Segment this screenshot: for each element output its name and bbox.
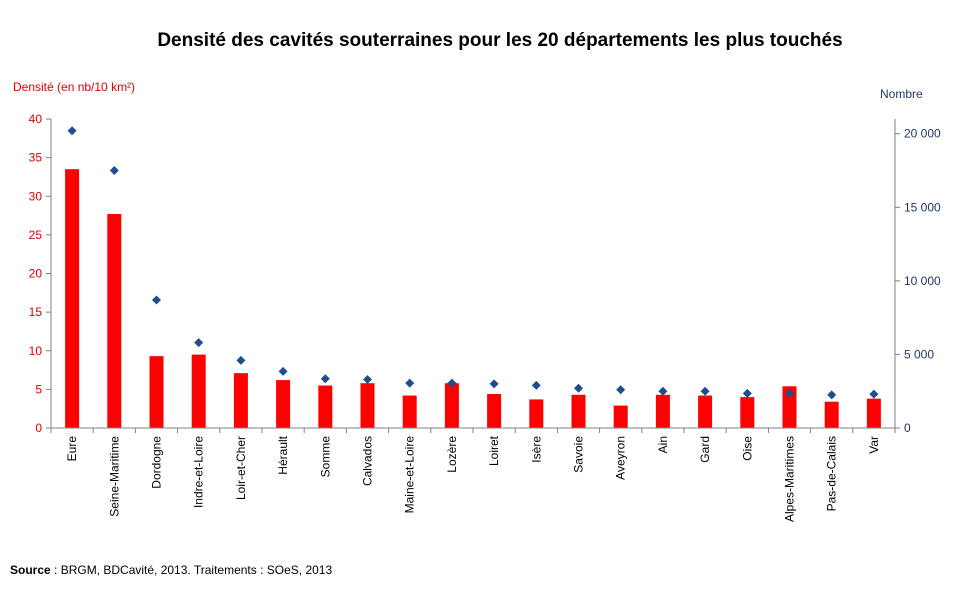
bar-series: [65, 169, 881, 428]
y-axis-left-label: Densité (en nb/10 km²): [13, 80, 135, 94]
scatter-point: [489, 379, 499, 389]
y-left-tick-label: 0: [35, 421, 42, 435]
scatter-point: [869, 389, 879, 399]
y-right-tick-label: 5 000: [904, 347, 934, 361]
y-left-tick-label: 20: [29, 267, 43, 281]
source-text: : BRGM, BDCavité, 2013. Traitements : SO…: [50, 563, 333, 577]
bar: [571, 394, 586, 428]
x-tick-label: Indre-et-Loire: [192, 436, 206, 508]
bar: [65, 169, 80, 428]
bar: [487, 394, 502, 428]
x-tick-label: Aveyron: [614, 436, 628, 480]
bar: [107, 214, 122, 428]
bar: [402, 395, 417, 428]
bar: [233, 373, 248, 428]
y-right-tick-label: 10 000: [904, 274, 941, 288]
x-tick-label: Ain: [656, 436, 670, 453]
y-axis-left: 0 5 10 15 20 25 30 35 40: [29, 112, 52, 435]
x-tick-label: Somme: [318, 436, 332, 478]
bar: [318, 385, 333, 428]
x-axis: Eure Seine-Maritime Dordogne Indre-et-Loire…: [50, 427, 896, 522]
bar: [613, 405, 628, 428]
y-left-tick-label: 15: [29, 305, 43, 319]
x-tick-label: Hérault: [276, 435, 290, 474]
scatter-point: [278, 366, 288, 376]
y-axis-right-label: Nombre: [880, 87, 923, 101]
x-tick-label: Loir-et-Cher: [234, 436, 248, 500]
bar: [655, 394, 670, 428]
scatter-point: [658, 386, 668, 396]
x-tick-label: Savoie: [572, 436, 586, 473]
scatter-series: [67, 126, 879, 400]
x-tick-label: Alpes-Maritimes: [783, 436, 797, 522]
source-label: Source: [10, 563, 51, 577]
x-tick-label: Maine-et-Loire: [403, 436, 417, 514]
y-left-tick-label: 30: [29, 189, 43, 203]
scatter-point: [152, 295, 161, 305]
bar: [360, 383, 375, 428]
y-left-tick-label: 40: [29, 112, 43, 126]
scatter-point: [574, 383, 583, 393]
source-note: Source : BRGM, BDCavité, 2013. Traitemen…: [10, 563, 332, 577]
x-tick-label: Lozère: [445, 436, 459, 473]
bar: [191, 354, 206, 428]
scatter-point: [827, 390, 837, 400]
bar: [866, 398, 881, 428]
bar: [782, 386, 797, 428]
scatter-point: [236, 355, 246, 365]
y-right-tick-label: 20 000: [904, 127, 941, 141]
y-right-tick-label: 15 000: [904, 200, 941, 214]
scatter-point: [700, 386, 710, 396]
bar: [529, 399, 544, 428]
x-tick-label: Isère: [529, 436, 543, 463]
chart-title: Densité des cavités souterraines pour le…: [157, 30, 842, 51]
x-tick-label: Loiret: [487, 435, 501, 466]
x-tick-label: Var: [867, 436, 881, 454]
x-tick-label: Calvados: [361, 436, 375, 486]
y-left-tick-label: 5: [35, 382, 42, 396]
bar: [698, 395, 713, 428]
bar: [444, 383, 459, 428]
scatter-point: [194, 338, 204, 348]
bar: [740, 397, 755, 428]
y-left-tick-label: 35: [29, 151, 43, 165]
x-tick-label: Dordogne: [150, 436, 164, 489]
y-axis-right: 0 5 000 10 000 15 000 20 000: [894, 119, 941, 435]
scatter-point: [67, 126, 77, 136]
x-tick-label: Gard: [698, 436, 712, 463]
y-left-tick-label: 25: [29, 228, 43, 242]
scatter-point: [742, 388, 752, 398]
scatter-point: [531, 380, 541, 390]
bar: [149, 356, 164, 428]
x-tick-label: Seine-Maritime: [107, 436, 121, 517]
x-tick-label: Oise: [740, 436, 754, 461]
scatter-point: [785, 388, 794, 398]
x-tick-label: Pas-de-Calais: [825, 436, 839, 511]
scatter-point: [363, 374, 372, 384]
y-right-tick-label: 0: [904, 421, 911, 435]
scatter-point: [320, 374, 330, 384]
scatter-point: [109, 166, 119, 175]
scatter-point: [405, 378, 415, 388]
scatter-point: [447, 378, 457, 388]
scatter-point: [616, 385, 626, 395]
bar: [276, 380, 291, 428]
bar: [824, 401, 839, 428]
y-left-tick-label: 10: [29, 344, 43, 358]
x-tick-label: Eure: [65, 436, 79, 462]
